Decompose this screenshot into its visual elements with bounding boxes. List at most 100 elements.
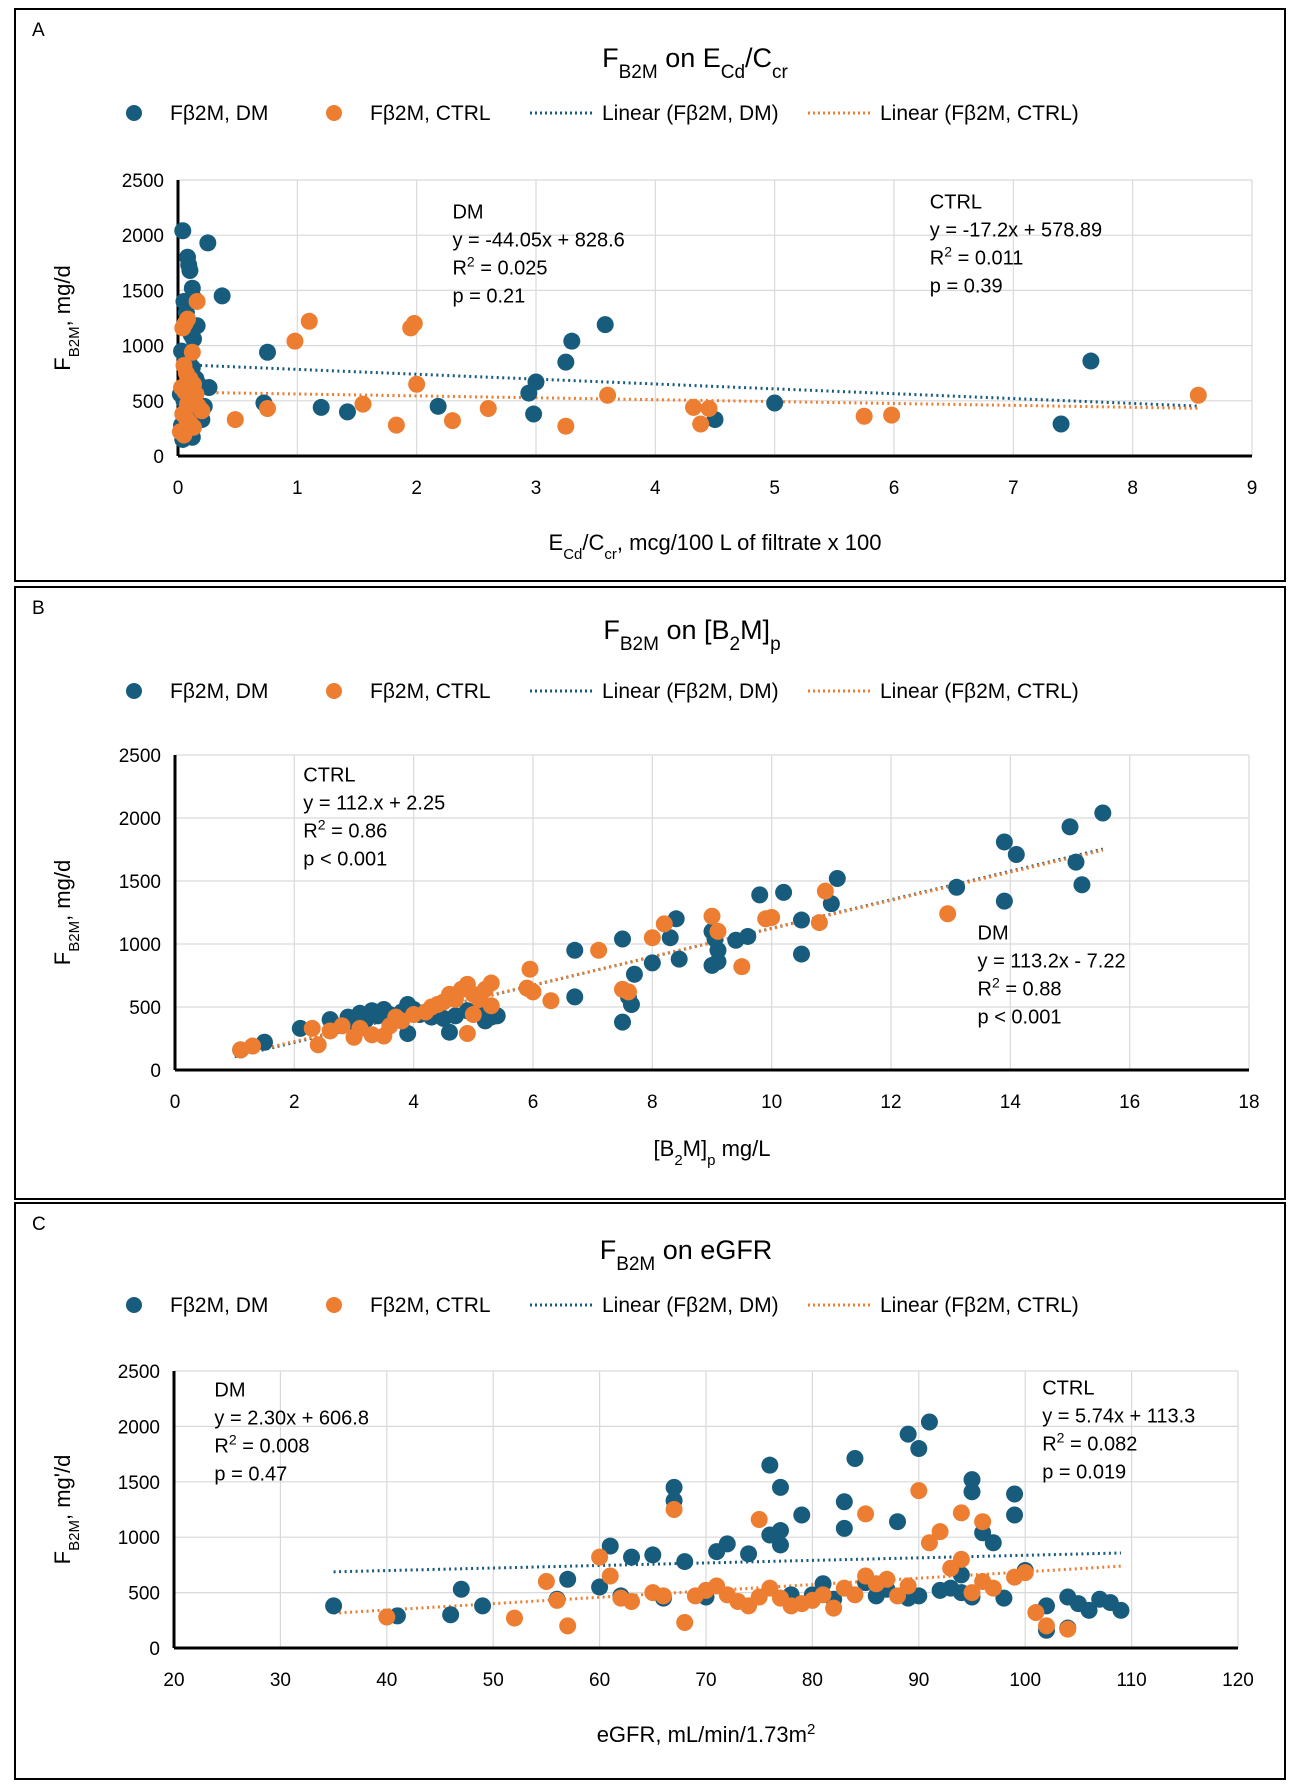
series-ctrl	[171, 292, 1207, 444]
x-tick-label: 4	[650, 478, 661, 499]
y-tick-label: 1000	[119, 935, 161, 956]
annotation-line: CTRL	[303, 764, 355, 786]
data-point-ctrl	[889, 1587, 907, 1605]
data-point-dm	[525, 405, 543, 423]
x-tick-label: 120	[1222, 1670, 1254, 1691]
annotation-line: DM	[214, 1379, 245, 1401]
x-tick-label: 0	[170, 1092, 181, 1113]
chart-panel-a: A 0 1 2 3 4 5 6 7 8 9 0 500 1000 1500 2000 2500 FB2M on …	[14, 8, 1286, 582]
annotation-line: CTRL	[1042, 1377, 1094, 1399]
data-point-ctrl	[378, 1608, 396, 1626]
data-point-ctrl	[590, 941, 608, 959]
data-point-ctrl	[676, 1614, 694, 1632]
data-point-dm	[920, 1413, 938, 1431]
data-point-dm	[761, 1456, 779, 1474]
y-tick-label: 2000	[118, 1417, 160, 1438]
y-tick-label: 500	[128, 1584, 160, 1605]
data-point-ctrl	[193, 402, 211, 420]
y-tick-label: 1500	[119, 872, 161, 893]
data-point-ctrl	[952, 1550, 970, 1568]
data-point-ctrl	[665, 1501, 683, 1518]
data-point-dm	[835, 1519, 853, 1537]
data-point-dm	[963, 1471, 981, 1489]
data-point-dm	[1080, 1601, 1098, 1619]
series-ctrl	[232, 882, 957, 1059]
data-point-dm	[614, 1013, 631, 1031]
data-point-ctrl	[482, 974, 500, 992]
legend-label: Linear (Fβ2M, DM)	[602, 102, 779, 125]
data-point-ctrl	[1059, 1620, 1077, 1638]
data-point-ctrl	[521, 960, 539, 978]
chart-title-a: FB2M on ECd/Ccr	[602, 43, 788, 83]
annotation-line: p < 0.001	[978, 1007, 1062, 1029]
chart-panel-b: B 0 2 4 6 8 10 12 14 16 18 0 500 1000 1500 2000 2500 FB2…	[14, 586, 1286, 1200]
data-point-ctrl	[619, 983, 637, 1001]
data-point-dm	[766, 394, 784, 412]
data-point-dm	[527, 373, 545, 391]
trendline-dm	[177, 363, 1199, 408]
data-point-ctrl	[984, 1579, 1002, 1597]
data-point-dm	[399, 1024, 417, 1042]
data-point-dm	[591, 1578, 609, 1596]
data-point-ctrl	[814, 1586, 832, 1604]
data-point-ctrl	[654, 1587, 672, 1605]
x-tick-label: 0	[173, 478, 184, 499]
y-tick-label: 1500	[118, 1473, 160, 1494]
legend-label: Linear (Fβ2M, DM)	[602, 680, 779, 703]
y-axis-label-c: FB2M, mg'/d	[50, 1455, 83, 1565]
legend-label: Fβ2M, CTRL	[370, 1294, 491, 1317]
data-point-ctrl	[548, 1591, 566, 1609]
data-point-dm	[775, 883, 793, 901]
data-point-ctrl	[559, 1617, 577, 1635]
annotation-line: R2 = 0.88	[978, 975, 1062, 1001]
chart-title-c: FB2M on eGFR	[600, 1235, 773, 1275]
data-point-dm	[563, 332, 581, 350]
x-tick-label: 2	[289, 1092, 300, 1113]
data-point-ctrl	[309, 1036, 327, 1054]
data-point-ctrl	[482, 997, 500, 1015]
data-point-ctrl	[408, 375, 426, 393]
data-point-dm	[670, 950, 688, 968]
data-point-dm	[846, 1450, 864, 1468]
x-tick-label: 30	[270, 1670, 291, 1691]
data-point-ctrl	[855, 407, 873, 425]
x-tick-label: 10	[761, 1092, 782, 1113]
data-point-dm	[174, 222, 192, 240]
x-tick-label: 9	[1247, 478, 1258, 499]
data-point-ctrl	[810, 914, 828, 932]
data-point-ctrl	[354, 395, 372, 413]
data-point-ctrl	[187, 385, 205, 403]
data-point-ctrl	[1016, 1564, 1034, 1582]
x-tick-label: 80	[802, 1670, 823, 1691]
x-tick-label: 4	[408, 1092, 419, 1113]
data-point-ctrl	[1037, 1617, 1055, 1635]
regression-annotation: DM y = -44.05x + 828.6R2 = 0.025 p = 0.21	[452, 202, 624, 308]
annotation-line: R2 = 0.011	[930, 244, 1024, 270]
annotation-line: y = -44.05x + 828.6	[452, 230, 624, 252]
x-tick-label: 110	[1116, 1670, 1146, 1691]
data-point-ctrl	[643, 929, 661, 947]
legend-a: Fβ2M, DM Fβ2M, CTRL Linear (Fβ2M, DM) Linea…	[126, 102, 1079, 125]
data-point-dm	[1112, 1601, 1130, 1619]
annotation-line: y = 5.74x + 113.3	[1042, 1405, 1195, 1427]
data-point-dm	[601, 1537, 619, 1555]
y-tick-label: 2000	[119, 809, 161, 830]
annotation-line: R2 = 0.025	[452, 254, 547, 280]
legend-label: Fβ2M, CTRL	[370, 102, 491, 125]
data-point-dm	[822, 895, 840, 913]
data-point-ctrl	[387, 416, 405, 434]
regression-annotation: DM y = 2.30x + 606.8R2 = 0.008 p = 0.47	[214, 1379, 369, 1485]
x-tick-label: 6	[528, 1092, 539, 1113]
y-tick-label: 1500	[122, 281, 164, 302]
data-point-dm	[995, 892, 1013, 910]
legend-marker	[326, 1297, 342, 1313]
data-point-dm	[984, 1534, 1002, 1552]
x-axis-label-a: ECd/Ccr, mcg/100 L of filtrate x 100	[549, 530, 882, 563]
x-tick-label: 5	[769, 478, 780, 499]
data-point-dm	[185, 330, 203, 348]
data-point-dm	[429, 397, 447, 415]
legend-marker	[326, 683, 342, 699]
data-point-ctrl	[464, 1006, 482, 1024]
